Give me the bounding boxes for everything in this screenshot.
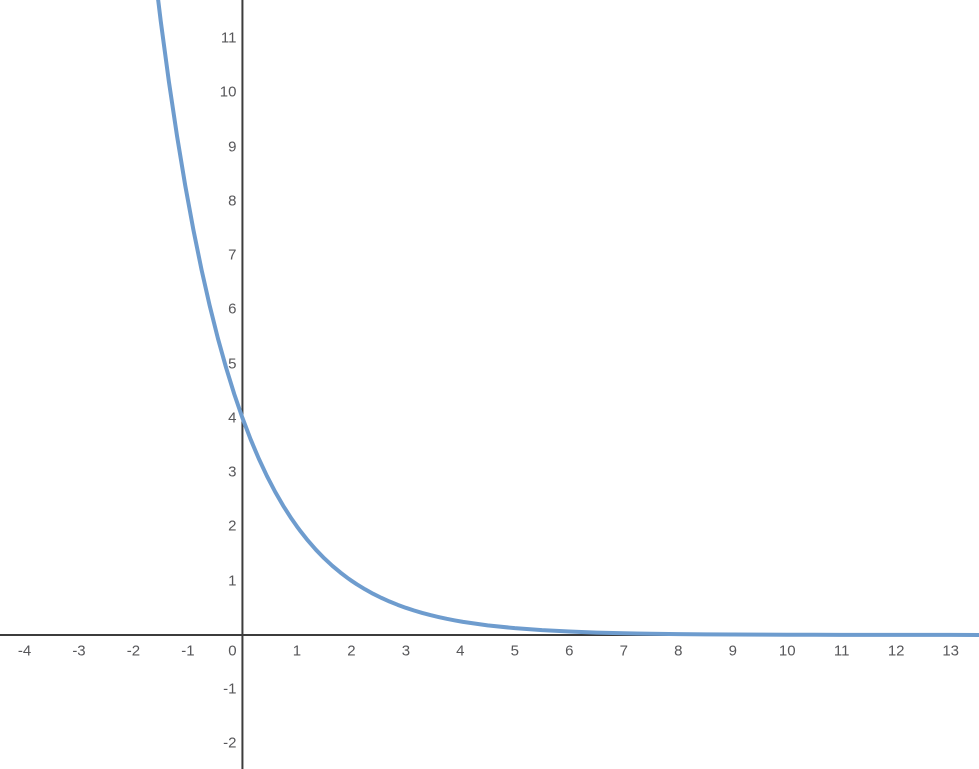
function-curve (156, 0, 979, 637)
